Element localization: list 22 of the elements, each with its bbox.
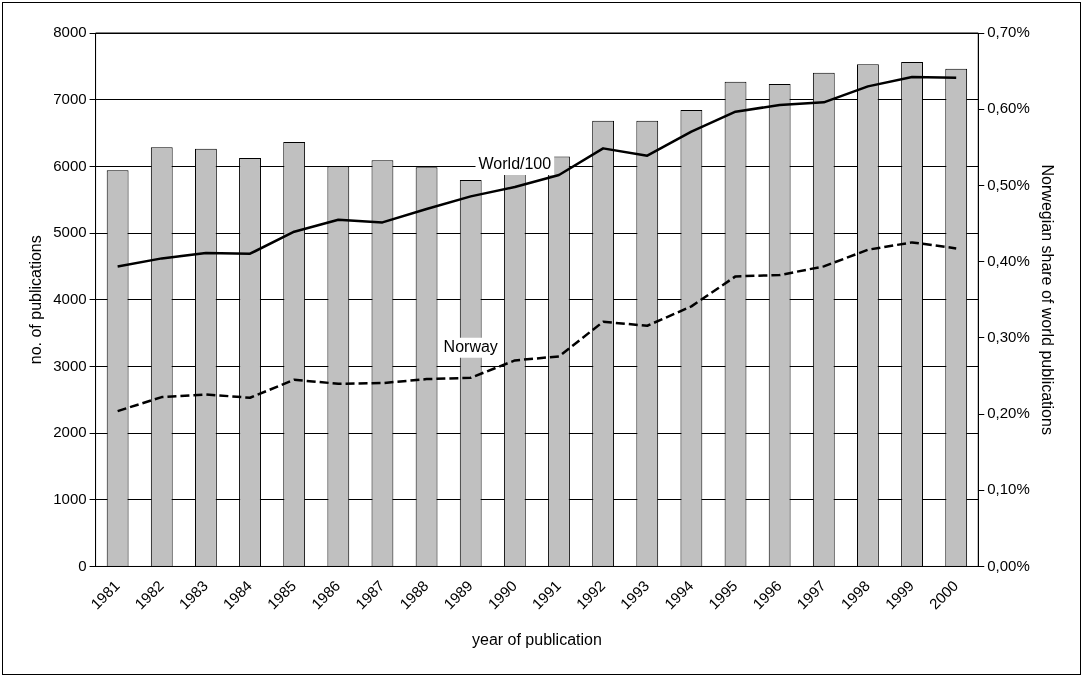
y2-axis-title: Norwegian share of world publications	[1038, 164, 1056, 435]
y2-tick-label: 0,70%	[987, 23, 1030, 41]
y-tick-label: 0	[78, 556, 87, 574]
y-axis-title: no. of publications	[27, 235, 45, 365]
y2-tick-label: 0,40%	[987, 251, 1030, 269]
y-tick-label: 7000	[53, 89, 87, 107]
y2-tick-label: 0,10%	[987, 480, 1030, 498]
series-label: World/100	[478, 155, 552, 173]
y2-tick-label: 0,20%	[987, 404, 1030, 422]
y-tick-label: 8000	[53, 23, 87, 41]
series-label: Norway	[443, 338, 498, 356]
y-tick-label: 3000	[53, 356, 87, 374]
y-tick-label: 6000	[53, 156, 87, 174]
y2-tick-label: 0,60%	[987, 99, 1030, 117]
y2-tick-label: 0,30%	[987, 327, 1030, 345]
y-tick-label: 1000	[53, 489, 87, 507]
y-tick-label: 4000	[53, 289, 87, 307]
y2-tick-label: 0,50%	[987, 175, 1030, 193]
y2-tick-label: 0,00%	[987, 556, 1030, 574]
y-tick-label: 5000	[53, 223, 87, 241]
y-tick-label: 2000	[53, 423, 87, 441]
x-axis-title: year of publication	[471, 630, 602, 648]
